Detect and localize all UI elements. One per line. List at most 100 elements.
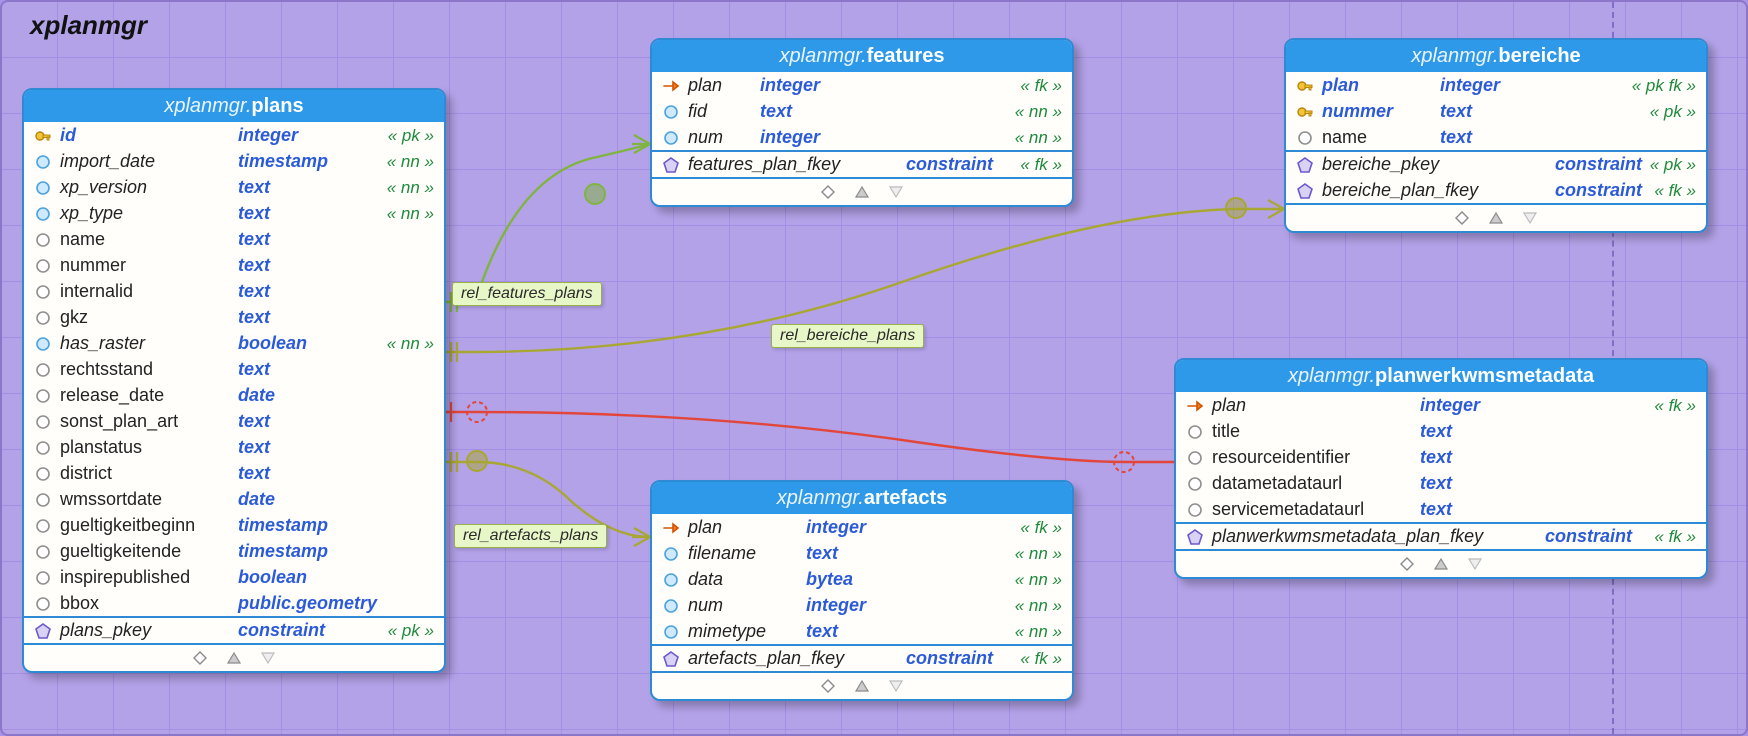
column-type: text bbox=[806, 543, 838, 564]
column-row[interactable]: districttext bbox=[24, 460, 444, 486]
column-name: id bbox=[60, 125, 238, 146]
table-title[interactable]: xplanmgr.planwerkwmsmetadata bbox=[1176, 360, 1706, 392]
column-type: integer bbox=[760, 75, 820, 96]
column-row[interactable]: resourceidentifiertext bbox=[1176, 444, 1706, 470]
constraint-row[interactable]: bereiche_plan_fkeyconstraint« fk » bbox=[1286, 177, 1706, 203]
table-artefacts[interactable]: xplanmgr.artefactsplaninteger« fk »filen… bbox=[650, 480, 1074, 701]
column-row[interactable]: mimetypetext« nn » bbox=[652, 618, 1072, 644]
column-row[interactable]: release_datedate bbox=[24, 382, 444, 408]
table-bereiche[interactable]: xplanmgr.bereicheplaninteger« pk fk »num… bbox=[1284, 38, 1708, 233]
table-title[interactable]: xplanmgr.artefacts bbox=[652, 482, 1072, 514]
column-row[interactable]: rechtsstandtext bbox=[24, 356, 444, 382]
column-row[interactable]: import_datetimestamp« nn » bbox=[24, 148, 444, 174]
table-title[interactable]: xplanmgr.plans bbox=[24, 90, 444, 122]
column-row[interactable]: planinteger« pk fk » bbox=[1286, 72, 1706, 98]
table-title[interactable]: xplanmgr.features bbox=[652, 40, 1072, 72]
column-row[interactable]: nummertext« pk » bbox=[1286, 98, 1706, 124]
column-type: integer bbox=[1440, 75, 1500, 96]
constraint-row[interactable]: artefacts_plan_fkeyconstraint« fk » bbox=[652, 644, 1072, 671]
column-row[interactable]: gkztext bbox=[24, 304, 444, 330]
relation-label[interactable]: rel_bereiche_plans bbox=[771, 324, 924, 348]
constraint-type: constraint bbox=[1555, 154, 1642, 175]
constraint-type: constraint bbox=[1545, 526, 1632, 547]
column-row[interactable]: numinteger« nn » bbox=[652, 124, 1072, 150]
constraint-name: plans_pkey bbox=[60, 620, 238, 641]
relation-label[interactable]: rel_features_plans bbox=[452, 282, 602, 306]
table-planwerkwmsmetadata[interactable]: xplanmgr.planwerkwmsmetadataplaninteger«… bbox=[1174, 358, 1708, 579]
column-type: text bbox=[238, 437, 270, 458]
column-row[interactable]: fidtext« nn » bbox=[652, 98, 1072, 124]
column-row[interactable]: planinteger« fk » bbox=[652, 514, 1072, 540]
constraint-row[interactable]: plans_pkeyconstraint « pk » bbox=[24, 616, 444, 643]
column-name: plan bbox=[688, 517, 806, 538]
constraint-type: constraint bbox=[238, 620, 325, 641]
column-type: text bbox=[238, 411, 270, 432]
relation-label[interactable]: rel_artefacts_plans bbox=[454, 524, 607, 548]
column-row[interactable]: planstatustext bbox=[24, 434, 444, 460]
o-icon bbox=[32, 567, 54, 589]
index-icon bbox=[660, 154, 682, 176]
constraint-badge: « pk » bbox=[388, 621, 434, 641]
table-plans[interactable]: xplanmgr.plansidinteger« pk »import_date… bbox=[22, 88, 446, 673]
column-row[interactable]: sonst_plan_arttext bbox=[24, 408, 444, 434]
column-badge: « nn » bbox=[1015, 596, 1062, 616]
column-row[interactable]: databytea« nn » bbox=[652, 566, 1072, 592]
column-name: mimetype bbox=[688, 621, 806, 642]
column-row[interactable]: planinteger« fk » bbox=[1176, 392, 1706, 418]
constraint-badge: « fk » bbox=[1654, 527, 1696, 547]
column-row[interactable]: internalidtext bbox=[24, 278, 444, 304]
nn-icon bbox=[660, 127, 682, 149]
column-row[interactable]: numinteger« nn » bbox=[652, 592, 1072, 618]
constraint-name: artefacts_plan_fkey bbox=[688, 648, 906, 669]
er-canvas: xplanmgr xplanmgr.plansidinteger« pk »im… bbox=[0, 0, 1748, 736]
column-name: district bbox=[60, 463, 238, 484]
column-name: fid bbox=[688, 101, 760, 122]
nn-icon bbox=[32, 333, 54, 355]
column-row[interactable]: nametext bbox=[24, 226, 444, 252]
column-row[interactable]: xp_versiontext« nn » bbox=[24, 174, 444, 200]
column-row[interactable]: titletext bbox=[1176, 418, 1706, 444]
column-badge: « nn » bbox=[387, 204, 434, 224]
column-row[interactable]: servicemetadataurltext bbox=[1176, 496, 1706, 522]
column-type: text bbox=[1420, 499, 1452, 520]
column-type: integer bbox=[760, 127, 820, 148]
constraint-row[interactable]: planwerkwmsmetadata_plan_fkeyconstraint«… bbox=[1176, 522, 1706, 549]
column-row[interactable]: idinteger« pk » bbox=[24, 122, 444, 148]
column-row[interactable]: wmssortdatedate bbox=[24, 486, 444, 512]
diamond-icon bbox=[1454, 210, 1470, 226]
table-features[interactable]: xplanmgr.featuresplaninteger« fk »fidtex… bbox=[650, 38, 1074, 207]
column-row[interactable]: datametadataurltext bbox=[1176, 470, 1706, 496]
column-row[interactable]: has_rasterboolean« nn » bbox=[24, 330, 444, 356]
column-row[interactable]: gueltigkeitendetimestamp bbox=[24, 538, 444, 564]
column-row[interactable]: bboxpublic.geometry bbox=[24, 590, 444, 616]
column-type: text bbox=[1420, 421, 1452, 442]
column-row[interactable]: nummertext bbox=[24, 252, 444, 278]
column-row[interactable]: planinteger« fk » bbox=[652, 72, 1072, 98]
column-row[interactable]: nametext bbox=[1286, 124, 1706, 150]
table-title[interactable]: xplanmgr.bereiche bbox=[1286, 40, 1706, 72]
column-type: text bbox=[238, 463, 270, 484]
constraint-type: constraint bbox=[906, 648, 993, 669]
constraint-row[interactable]: features_plan_fkeyconstraint« fk » bbox=[652, 150, 1072, 177]
o-icon bbox=[1184, 447, 1206, 469]
triangle-up-icon bbox=[1433, 556, 1449, 572]
constraint-row[interactable]: bereiche_pkeyconstraint« pk » bbox=[1286, 150, 1706, 177]
o-icon bbox=[32, 281, 54, 303]
index-icon bbox=[1184, 526, 1206, 548]
title-name: bereiche bbox=[1498, 45, 1580, 67]
o-icon bbox=[1184, 499, 1206, 521]
column-type: integer bbox=[1420, 395, 1480, 416]
pk-icon bbox=[1294, 75, 1316, 97]
column-name: wmssortdate bbox=[60, 489, 238, 510]
column-row[interactable]: inspirepublishedboolean bbox=[24, 564, 444, 590]
column-row[interactable]: gueltigkeitbeginntimestamp bbox=[24, 512, 444, 538]
column-name: has_raster bbox=[60, 333, 238, 354]
o-icon bbox=[32, 229, 54, 251]
o-icon bbox=[32, 489, 54, 511]
fk-icon bbox=[1184, 395, 1206, 417]
column-badge: « nn » bbox=[387, 334, 434, 354]
column-row[interactable]: filenametext« nn » bbox=[652, 540, 1072, 566]
column-name: planstatus bbox=[60, 437, 238, 458]
column-row[interactable]: xp_typetext« nn » bbox=[24, 200, 444, 226]
column-name: servicemetadataurl bbox=[1212, 499, 1420, 520]
